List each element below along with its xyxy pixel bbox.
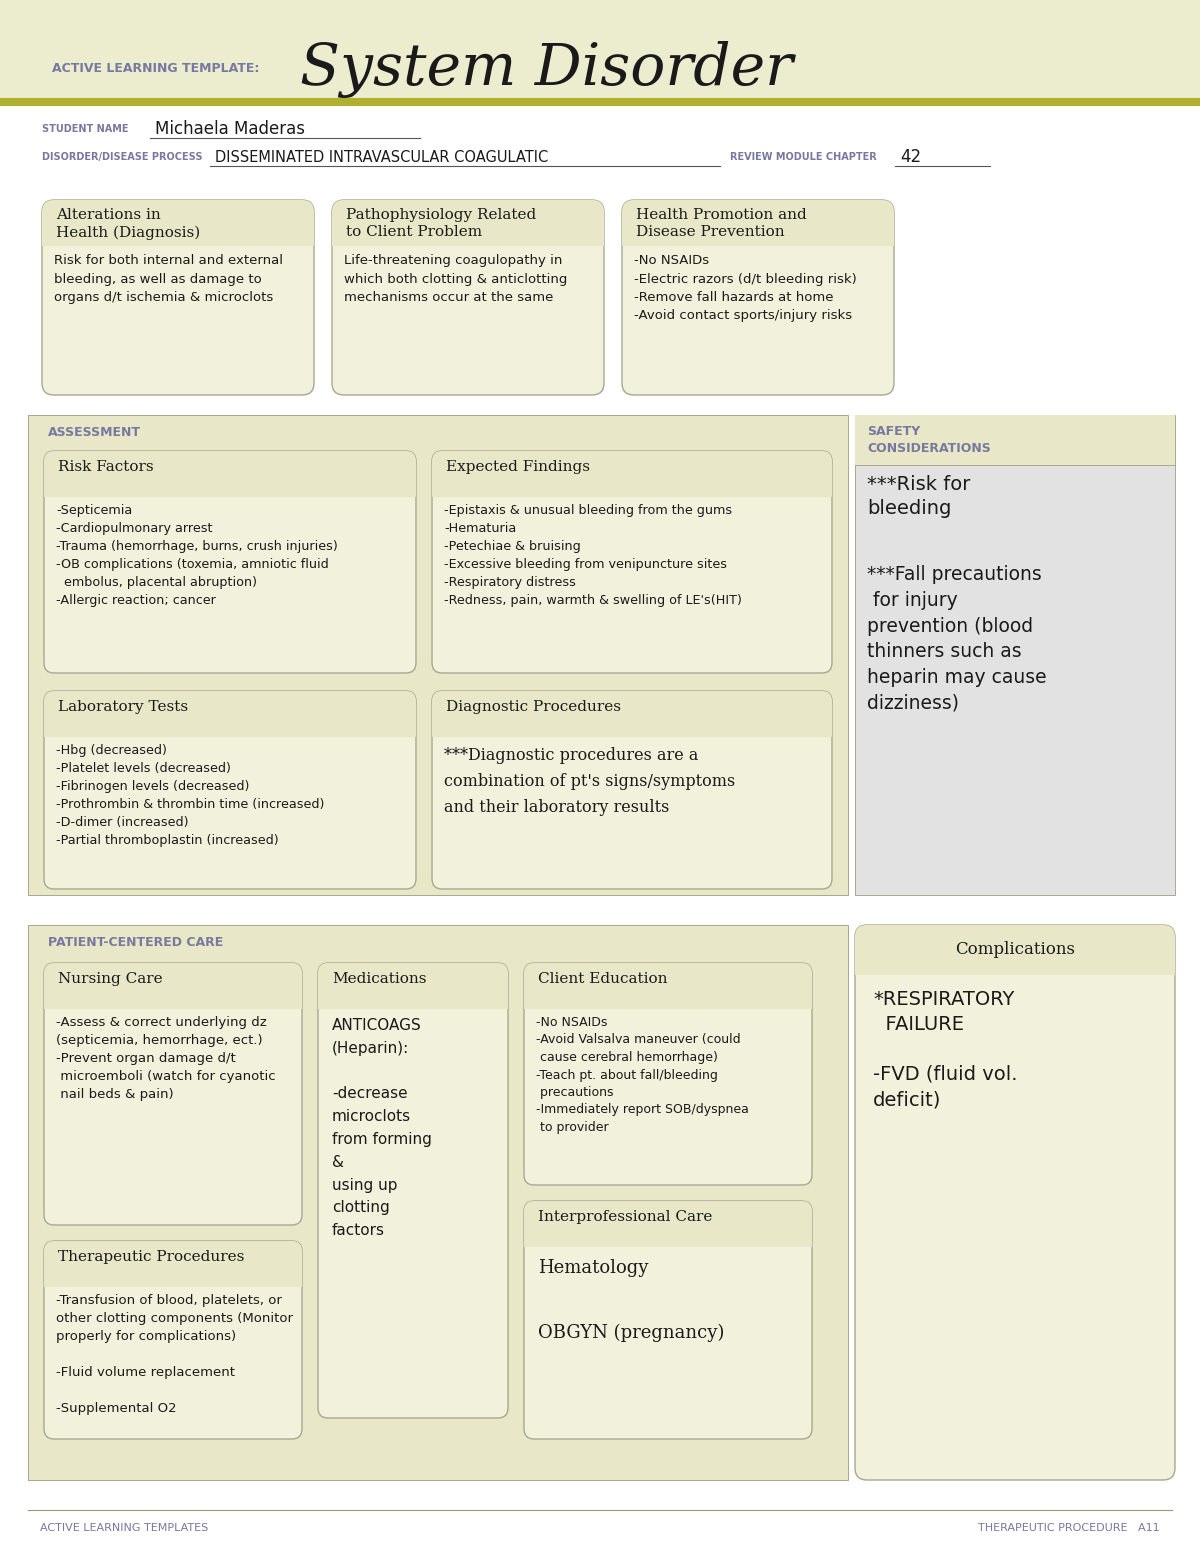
Bar: [0, 106, 1200, 185]
Text: STUDENT NAME: STUDENT NAME: [42, 124, 128, 134]
FancyBboxPatch shape: [44, 963, 302, 1009]
Text: REVIEW MODULE CHAPTER: REVIEW MODULE CHAPTER: [730, 152, 877, 162]
FancyBboxPatch shape: [42, 200, 314, 394]
FancyBboxPatch shape: [622, 200, 894, 245]
FancyBboxPatch shape: [44, 691, 416, 888]
Text: Pathophysiology Related
to Client Problem: Pathophysiology Related to Client Proble…: [346, 208, 536, 239]
Text: -No NSAIDs
-Electric razors (d/t bleeding risk)
-Remove fall hazards at home
-Av: -No NSAIDs -Electric razors (d/t bleedin…: [634, 255, 857, 323]
Bar: [44, 461, 416, 497]
Text: ***Risk for
bleeding: ***Risk for bleeding: [866, 475, 971, 517]
Bar: [854, 415, 1175, 464]
Bar: [432, 461, 832, 497]
Bar: [28, 415, 848, 895]
Text: Risk for both internal and external
bleeding, as well as damage to
organs d/t is: Risk for both internal and external blee…: [54, 255, 283, 304]
FancyBboxPatch shape: [318, 963, 508, 1418]
Bar: [524, 1211, 812, 1247]
Text: Laboratory Tests: Laboratory Tests: [58, 700, 188, 714]
Bar: [854, 415, 1175, 895]
FancyBboxPatch shape: [44, 1241, 302, 1287]
Text: Expected Findings: Expected Findings: [446, 460, 590, 474]
Text: -Hbg (decreased)
-Platelet levels (decreased)
-Fibrinogen levels (decreased)
-Pr: -Hbg (decreased) -Platelet levels (decre…: [56, 744, 324, 846]
Text: Health Promotion and
Disease Prevention: Health Promotion and Disease Prevention: [636, 208, 806, 239]
FancyBboxPatch shape: [432, 450, 832, 497]
Text: DISORDER/DISEASE PROCESS: DISORDER/DISEASE PROCESS: [42, 152, 203, 162]
FancyBboxPatch shape: [524, 963, 812, 1009]
Text: ASSESSMENT: ASSESSMENT: [48, 427, 142, 439]
Text: ***Fall precautions
 for injury
prevention (blood
thinners such as
heparin may c: ***Fall precautions for injury preventio…: [866, 565, 1046, 713]
Text: *RESPIRATORY
  FAILURE

-FVD (fluid vol.
deficit): *RESPIRATORY FAILURE -FVD (fluid vol. de…: [874, 989, 1018, 1109]
FancyBboxPatch shape: [432, 691, 832, 888]
Text: ANTICOAGS
(Heparin):

-decrease
microclots
from forming
&
using up
clotting
fact: ANTICOAGS (Heparin): -decrease microclot…: [332, 1019, 432, 1238]
Text: Michaela Maderas: Michaela Maderas: [155, 120, 305, 138]
Text: SAFETY
CONSIDERATIONS: SAFETY CONSIDERATIONS: [866, 426, 991, 455]
FancyBboxPatch shape: [42, 200, 314, 245]
Text: ***Diagnostic procedures are a
combination of pt's signs/symptoms
and their labo: ***Diagnostic procedures are a combinati…: [444, 747, 736, 817]
Text: ACTIVE LEARNING TEMPLATES: ACTIVE LEARNING TEMPLATES: [40, 1523, 209, 1533]
FancyBboxPatch shape: [432, 691, 832, 738]
Text: -Assess & correct underlying dz
(septicemia, hemorrhage, ect.)
-Prevent organ da: -Assess & correct underlying dz (septice…: [56, 1016, 276, 1101]
Bar: [44, 974, 302, 1009]
Text: Alterations in
Health (Diagnosis): Alterations in Health (Diagnosis): [56, 208, 200, 239]
FancyBboxPatch shape: [44, 963, 302, 1225]
FancyBboxPatch shape: [44, 691, 416, 738]
FancyBboxPatch shape: [524, 1200, 812, 1440]
Bar: [44, 700, 416, 738]
Text: 42: 42: [900, 148, 922, 166]
Bar: [28, 926, 848, 1480]
Bar: [622, 213, 894, 245]
Text: -Septicemia
-Cardiopulmonary arrest
-Trauma (hemorrhage, burns, crush injuries)
: -Septicemia -Cardiopulmonary arrest -Tra…: [56, 505, 337, 607]
Bar: [854, 944, 1175, 975]
Bar: [44, 1252, 302, 1287]
Text: DISSEMINATED INTRAVASCULAR COAGULATIC: DISSEMINATED INTRAVASCULAR COAGULATIC: [215, 149, 548, 165]
Bar: [42, 213, 314, 245]
Text: Client Education: Client Education: [538, 972, 667, 986]
FancyBboxPatch shape: [332, 200, 604, 245]
Bar: [0, 98, 1200, 106]
Text: Hematology

OBGYN (pregnancy): Hematology OBGYN (pregnancy): [538, 1259, 725, 1342]
Text: Risk Factors: Risk Factors: [58, 460, 154, 474]
Bar: [524, 974, 812, 1009]
FancyBboxPatch shape: [432, 450, 832, 672]
FancyBboxPatch shape: [524, 963, 812, 1185]
Bar: [432, 700, 832, 738]
FancyBboxPatch shape: [44, 450, 416, 672]
Text: Interprofessional Care: Interprofessional Care: [538, 1210, 713, 1224]
FancyBboxPatch shape: [854, 926, 1175, 1480]
Text: Life-threatening coagulopathy in
which both clotting & anticlotting
mechanisms o: Life-threatening coagulopathy in which b…: [344, 255, 568, 304]
Text: Nursing Care: Nursing Care: [58, 972, 163, 986]
Text: ACTIVE LEARNING TEMPLATE:: ACTIVE LEARNING TEMPLATE:: [52, 62, 259, 75]
FancyBboxPatch shape: [44, 450, 416, 497]
Text: Medications: Medications: [332, 972, 426, 986]
FancyBboxPatch shape: [854, 926, 1175, 974]
Bar: [332, 213, 604, 245]
Text: -Epistaxis & unusual bleeding from the gums
-Hematuria
-Petechiae & bruising
-Ex: -Epistaxis & unusual bleeding from the g…: [444, 505, 742, 607]
Text: Therapeutic Procedures: Therapeutic Procedures: [58, 1250, 245, 1264]
Text: THERAPEUTIC PROCEDURE   A11: THERAPEUTIC PROCEDURE A11: [978, 1523, 1160, 1533]
FancyBboxPatch shape: [332, 200, 604, 394]
Bar: [0, 0, 1200, 106]
FancyBboxPatch shape: [622, 200, 894, 394]
Text: -Transfusion of blood, platelets, or
other clotting components (Monitor
properly: -Transfusion of blood, platelets, or oth…: [56, 1294, 293, 1415]
FancyBboxPatch shape: [318, 963, 508, 1009]
Text: PATIENT-CENTERED CARE: PATIENT-CENTERED CARE: [48, 936, 223, 949]
Text: -No NSAIDs
-Avoid Valsalva maneuver (could
 cause cerebral hemorrhage)
-Teach pt: -No NSAIDs -Avoid Valsalva maneuver (cou…: [536, 1016, 749, 1134]
Text: Diagnostic Procedures: Diagnostic Procedures: [446, 700, 622, 714]
FancyBboxPatch shape: [524, 1200, 812, 1247]
Text: Complications: Complications: [955, 941, 1075, 958]
Text: System Disorder: System Disorder: [300, 42, 793, 98]
FancyBboxPatch shape: [44, 1241, 302, 1440]
Bar: [318, 974, 508, 1009]
